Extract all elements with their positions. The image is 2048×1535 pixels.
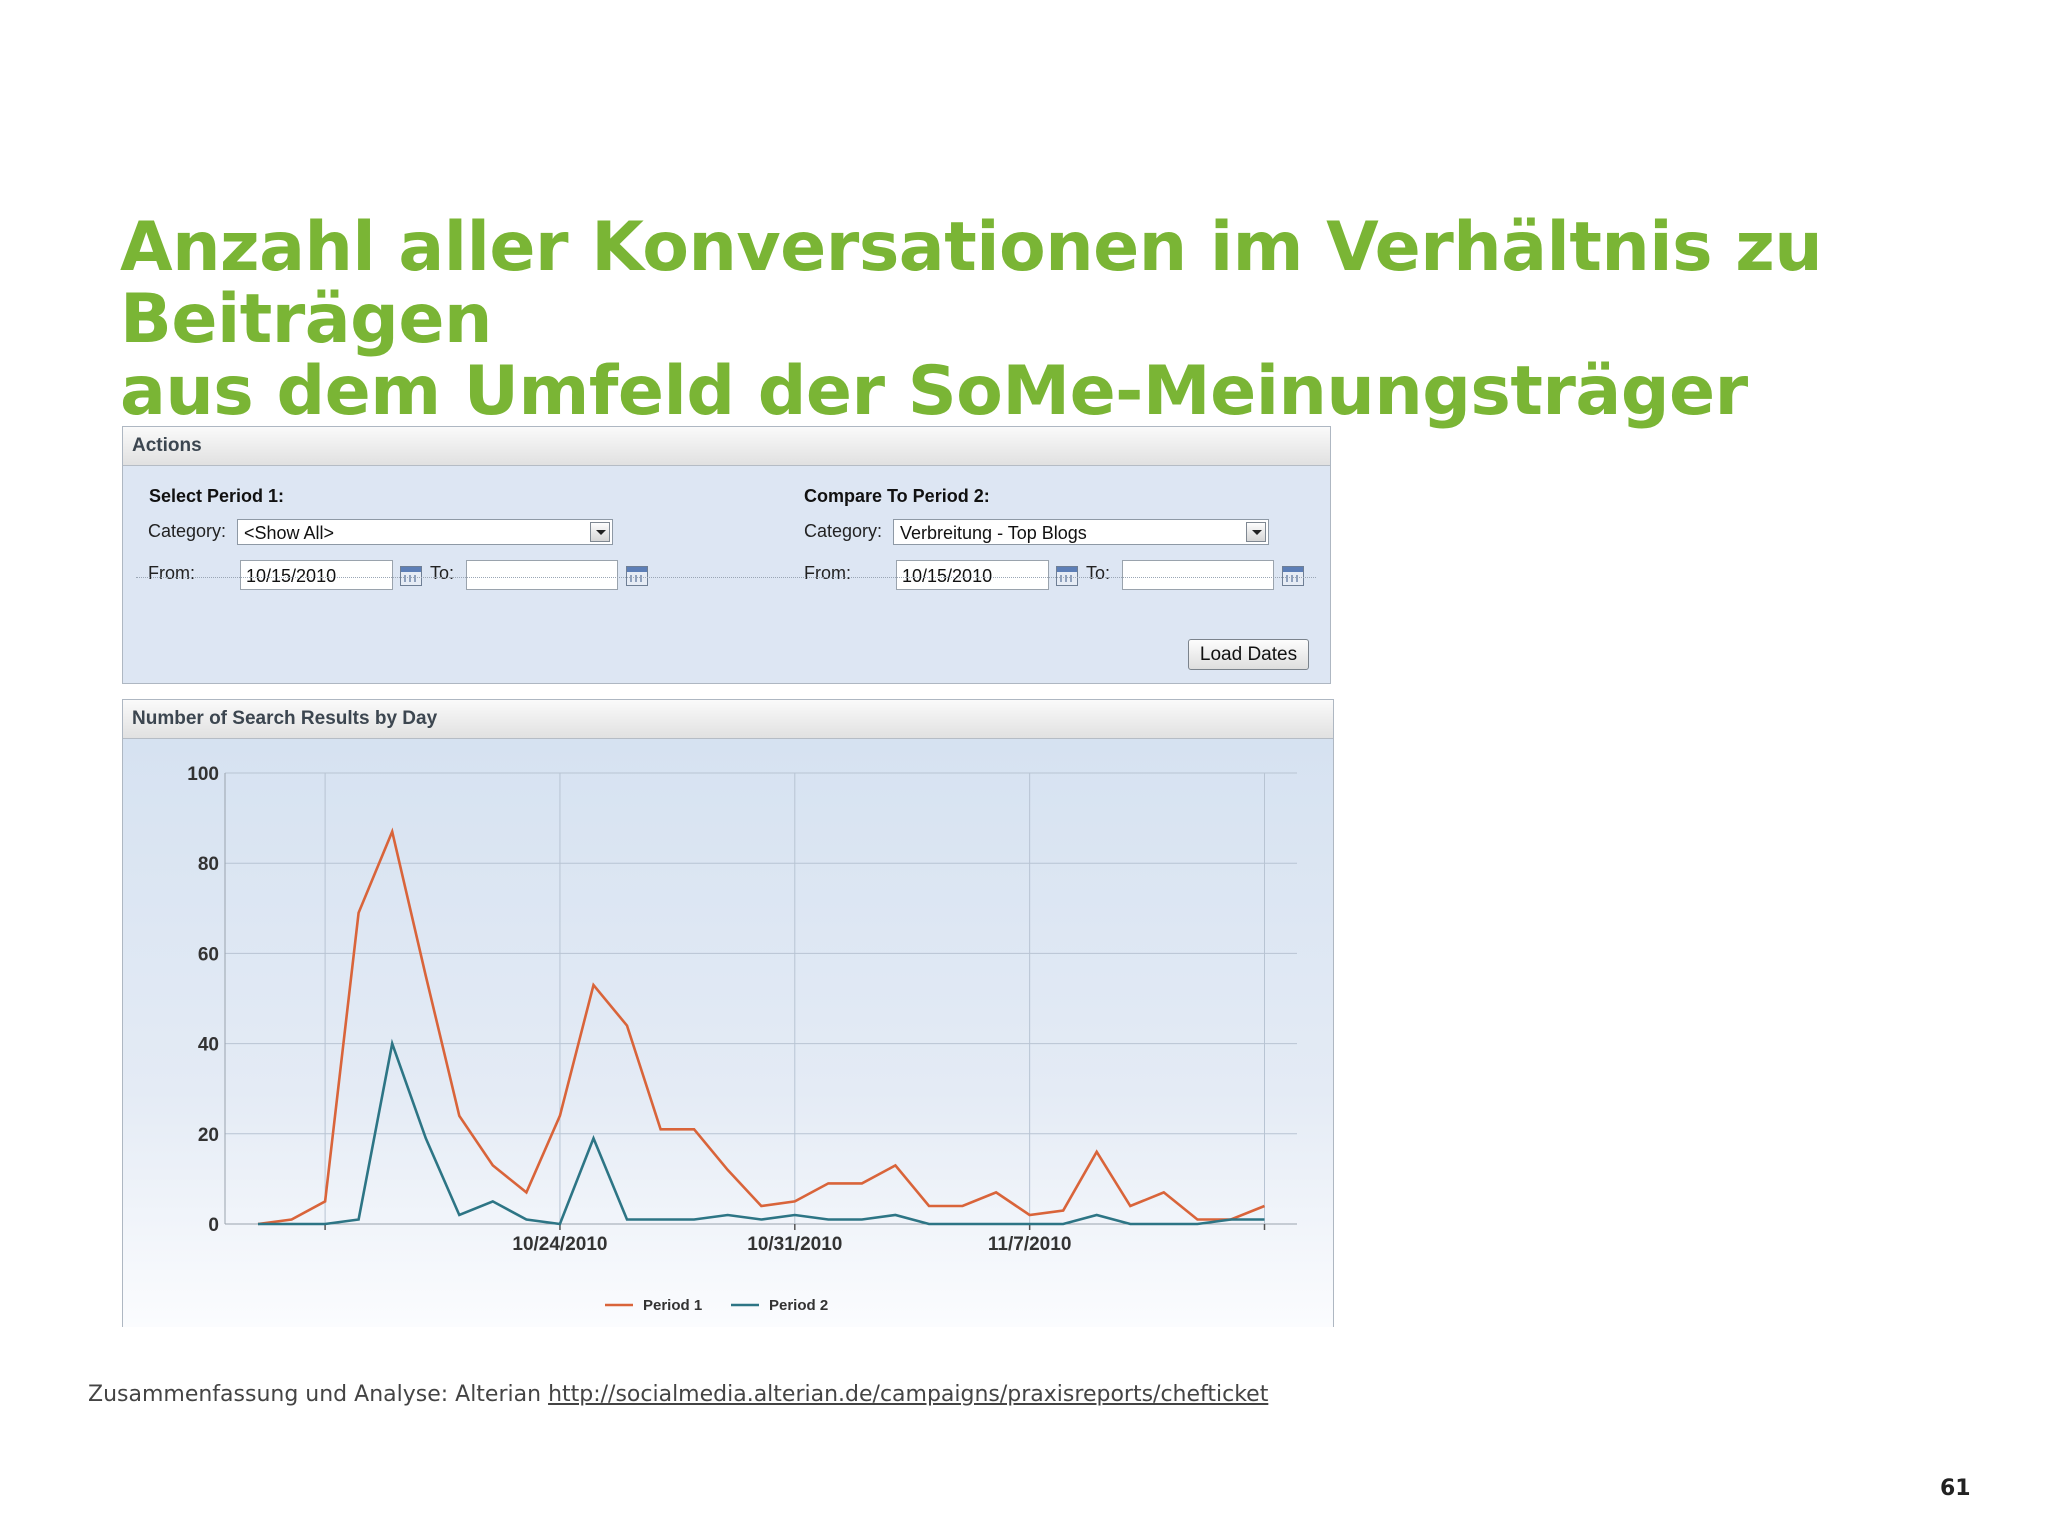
legend-label: Period 2	[769, 1297, 828, 1314]
period2-to-input[interactable]	[1122, 560, 1274, 590]
y-tick-label: 0	[208, 1215, 219, 1236]
slide-title: Anzahl aller Konversationen im Verhältni…	[120, 212, 1980, 428]
dropdown-arrow-icon[interactable]	[1246, 522, 1266, 542]
period1-from-label: From:	[148, 563, 195, 583]
period1-from-input[interactable]: 10/15/2010	[240, 560, 393, 590]
dropdown-arrow-icon[interactable]	[590, 522, 610, 542]
chart-background	[123, 739, 1333, 1327]
period2-category-value: Verbreitung - Top Blogs	[900, 523, 1087, 543]
actions-panel: Actions Select Period 1: Category: <Show…	[122, 426, 1331, 684]
chart-panel: Number of Search Results by Day 0 20 40 60 8…	[122, 699, 1334, 1327]
footer-link[interactable]: http://socialmedia.alterian.de/campaigns…	[548, 1382, 1269, 1407]
x-tick-label: 10/24/2010	[512, 1234, 607, 1255]
calendar-icon[interactable]	[1056, 566, 1078, 586]
calendar-icon[interactable]	[400, 566, 422, 586]
y-tick-label: 20	[198, 1125, 219, 1146]
y-tick-label: 40	[198, 1035, 219, 1056]
period1-category-select[interactable]: <Show All>	[237, 519, 613, 545]
x-tick-label: 11/7/2010	[988, 1234, 1071, 1255]
period1-to-label: To:	[430, 563, 455, 583]
period1-category-label: Category:	[148, 521, 227, 541]
slide-title-line-2: aus dem Umfeld der SoMe-Meinungsträger	[120, 352, 1748, 431]
period2-category-label: Category:	[804, 521, 883, 541]
dotted-separator	[136, 577, 1316, 578]
line-chart: 0 20 40 60 80 100 10/24/2010 10/31/2010 11/7/201…	[123, 739, 1333, 1327]
y-tick-label: 60	[198, 944, 219, 965]
series-line-period1	[257, 827, 1265, 1226]
period1-category-value: <Show All>	[244, 523, 335, 543]
calendar-icon[interactable]	[626, 566, 648, 586]
load-dates-button[interactable]: Load Dates	[1188, 639, 1309, 670]
legend-label: Period 1	[643, 1297, 702, 1314]
page-number: 61	[1940, 1476, 1971, 1501]
actions-panel-header: Actions	[123, 427, 1330, 466]
period2-from-label: From:	[804, 563, 851, 583]
period1-title: Select Period 1:	[149, 486, 285, 506]
period2-category-select[interactable]: Verbreitung - Top Blogs	[893, 519, 1269, 545]
footer-text: Zusammenfassung und Analyse: Alterian	[88, 1382, 542, 1407]
chart-panel-header: Number of Search Results by Day	[123, 700, 1333, 739]
period1-to-input[interactable]	[466, 560, 618, 590]
footer-credit: Zusammenfassung und Analyse: Alterian ht…	[88, 1382, 1268, 1407]
period2-to-label: To:	[1086, 563, 1111, 583]
calendar-icon[interactable]	[1282, 566, 1304, 586]
period2-title: Compare To Period 2:	[804, 486, 990, 506]
actions-panel-body: Select Period 1: Category: <Show All> Fr…	[123, 466, 1330, 683]
slide-title-line-1: Anzahl aller Konversationen im Verhältni…	[120, 208, 1823, 359]
y-tick-label: 80	[198, 854, 219, 875]
series-line-period2	[258, 1038, 1265, 1226]
y-tick-label: 100	[187, 764, 219, 785]
period2-from-input[interactable]: 10/15/2010	[896, 560, 1049, 590]
x-tick-label: 10/31/2010	[747, 1234, 842, 1255]
